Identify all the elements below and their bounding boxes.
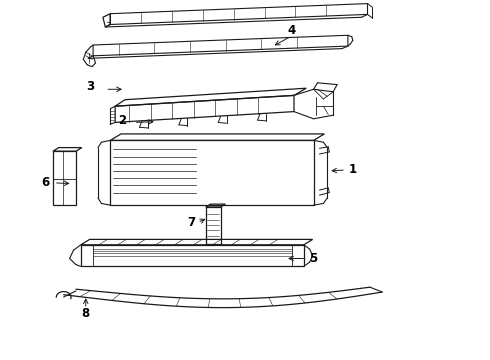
Text: 5: 5: [310, 252, 318, 265]
Text: 7: 7: [187, 216, 195, 229]
Text: 3: 3: [87, 80, 95, 93]
Text: 2: 2: [119, 114, 126, 127]
Text: 6: 6: [42, 176, 49, 189]
Text: 4: 4: [288, 24, 295, 37]
Text: 8: 8: [82, 307, 90, 320]
Text: 1: 1: [349, 163, 357, 176]
